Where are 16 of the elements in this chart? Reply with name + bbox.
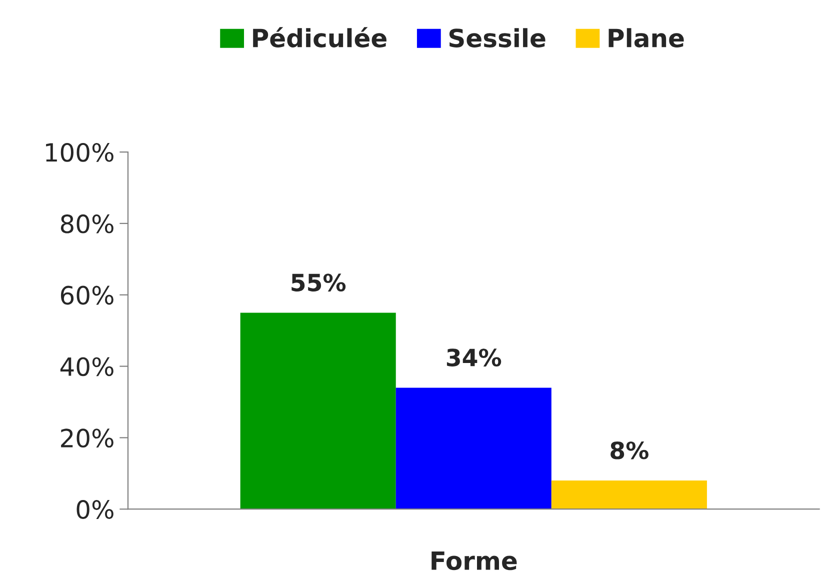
bar <box>240 312 396 510</box>
bar <box>551 480 707 510</box>
legend-label: Plane <box>608 28 684 48</box>
data-label: 34% <box>446 348 502 366</box>
y-tick-label: 0% <box>76 500 114 519</box>
y-tick-label: 20% <box>61 428 114 448</box>
legend-label: Sessile <box>449 28 546 48</box>
data-label: 55% <box>292 274 346 292</box>
data-label: 8% <box>610 441 648 460</box>
bar <box>396 388 552 510</box>
legend-label: Pédiculée <box>253 27 386 48</box>
y-tick-label: 100% <box>46 142 114 162</box>
x-tick-label: Forme <box>432 552 517 570</box>
y-tick-label: 40% <box>60 357 114 376</box>
y-tick-label: 60% <box>60 286 114 305</box>
y-tick-label: 80% <box>60 214 114 234</box>
